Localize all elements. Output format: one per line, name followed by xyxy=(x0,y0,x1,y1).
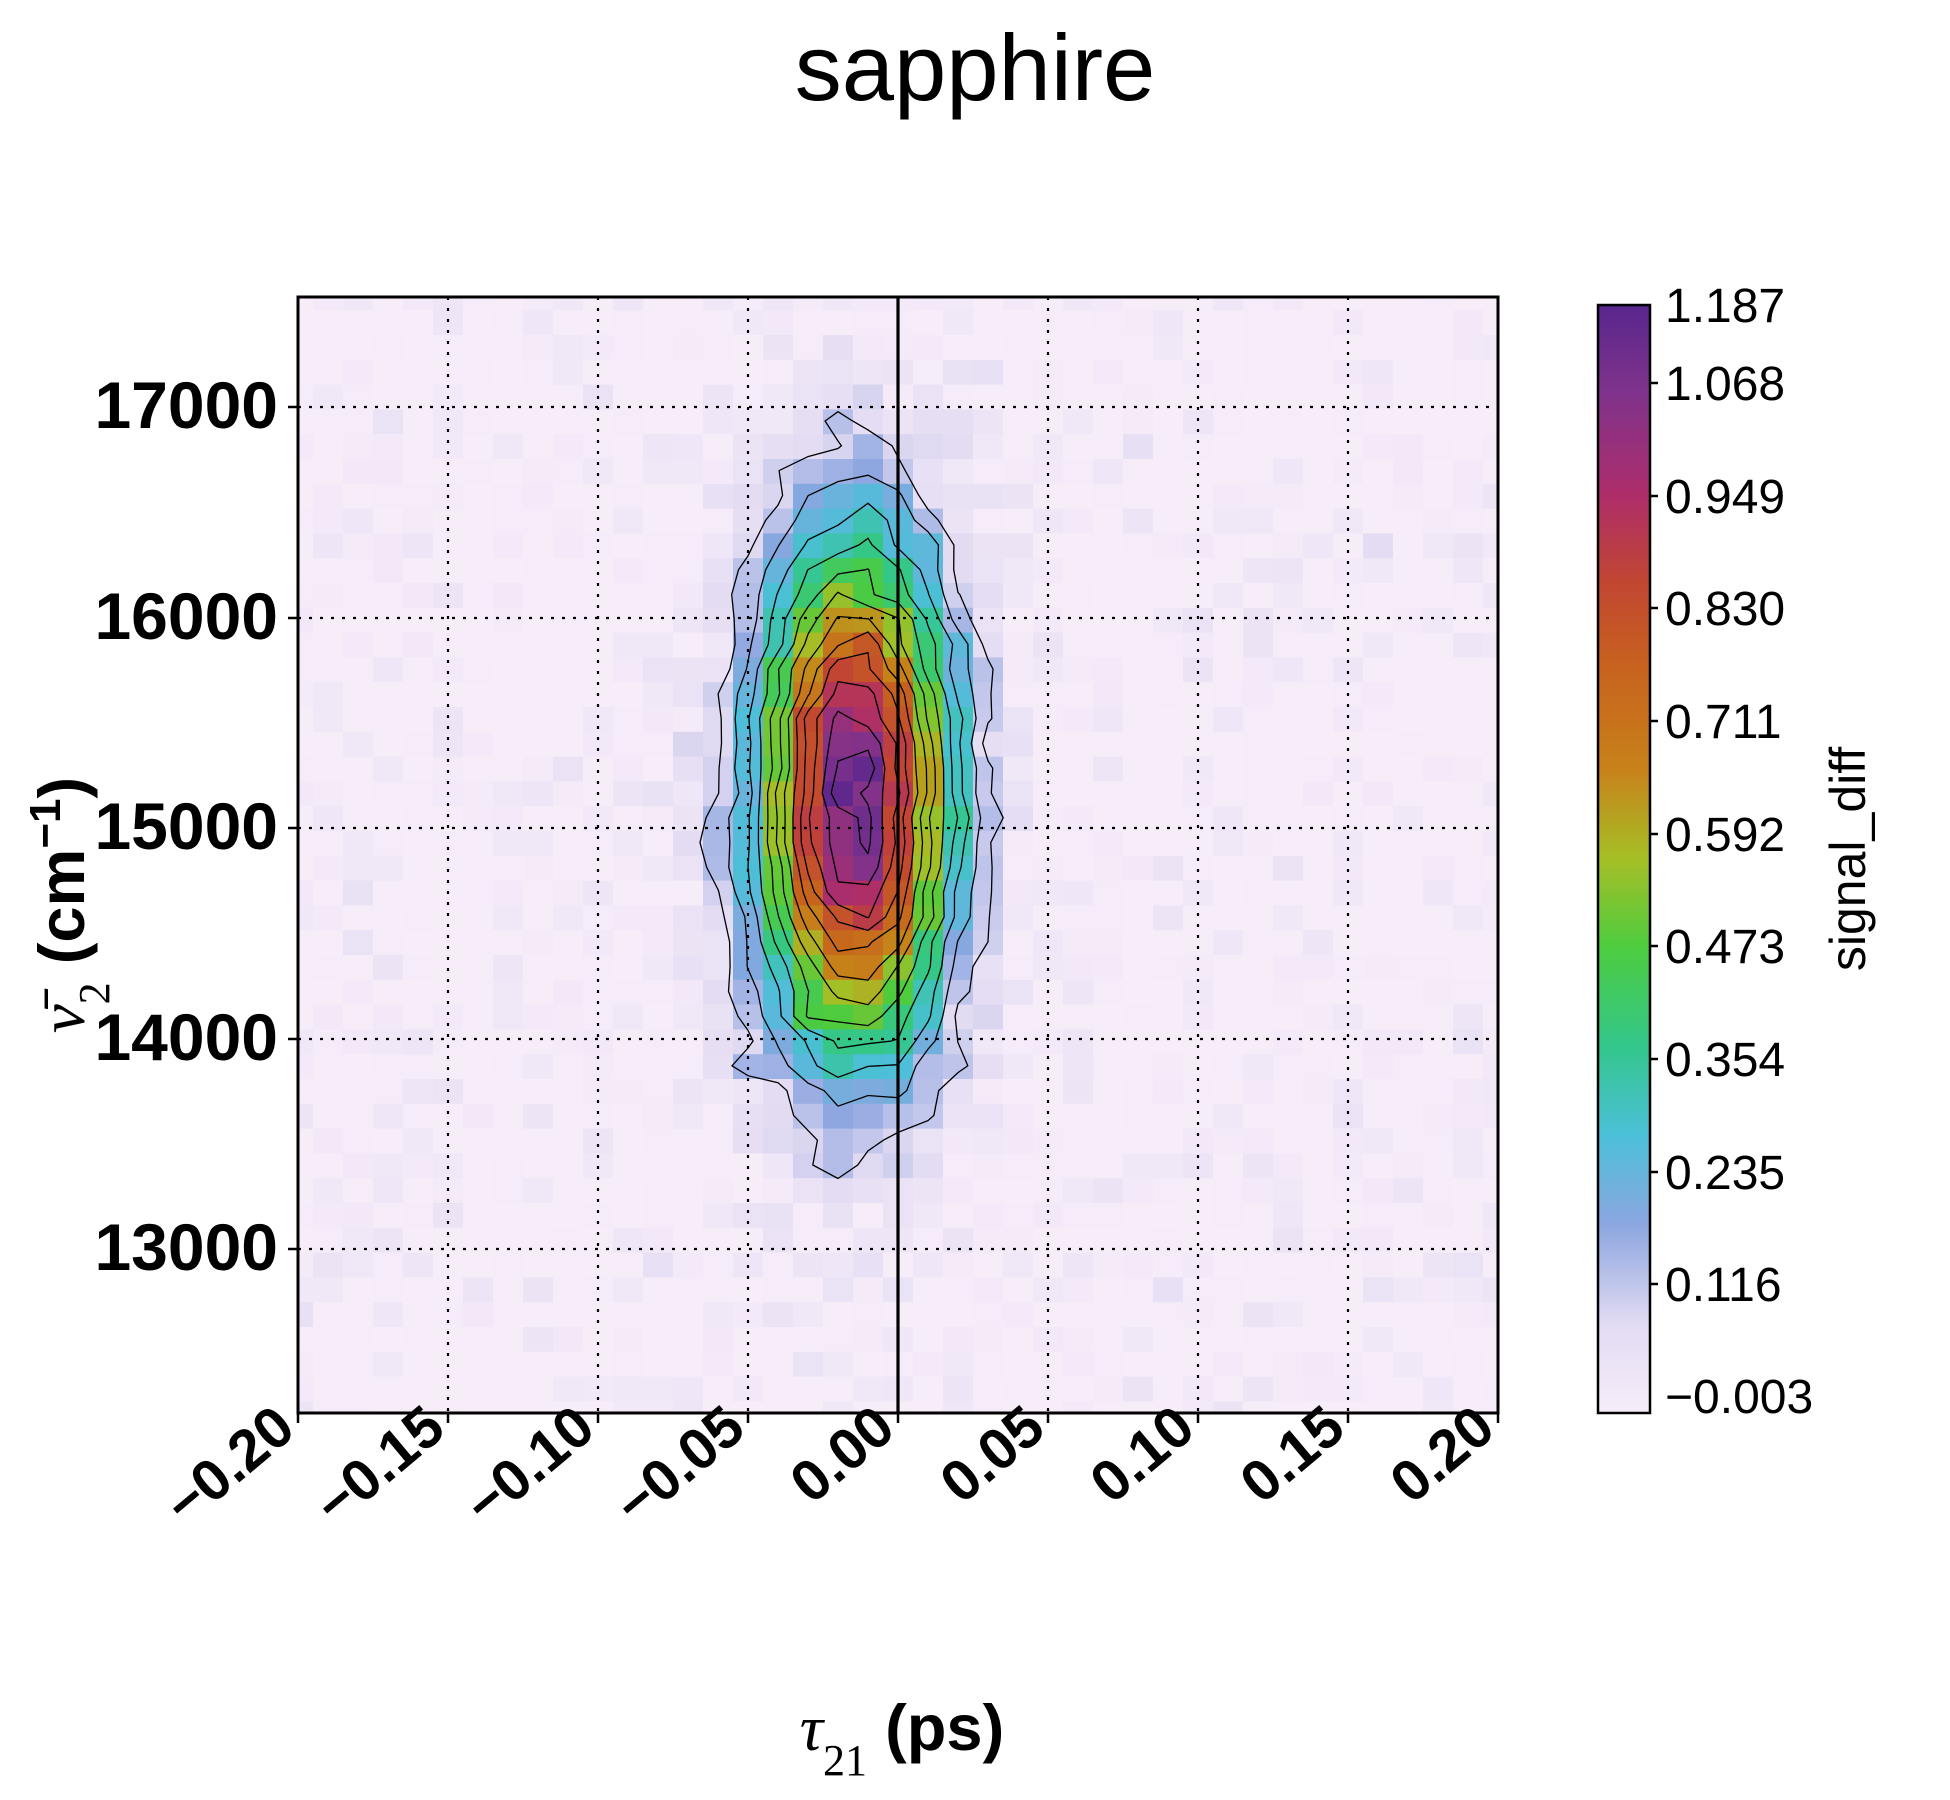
svg-text:0.116: 0.116 xyxy=(1665,1259,1782,1312)
svg-text:16000: 16000 xyxy=(94,579,278,653)
svg-text:13000: 13000 xyxy=(94,1210,278,1284)
svg-text:1.187: 1.187 xyxy=(1665,280,1785,333)
svg-text:14000: 14000 xyxy=(94,1000,278,1074)
svg-text:−0.15: −0.15 xyxy=(302,1393,456,1537)
svg-text:−0.20: −0.20 xyxy=(152,1393,306,1537)
svg-text:0.473: 0.473 xyxy=(1665,921,1785,974)
svg-text:0.830: 0.830 xyxy=(1665,583,1785,636)
svg-text:−0.05: −0.05 xyxy=(602,1393,756,1537)
svg-text:0.949: 0.949 xyxy=(1665,471,1785,524)
svg-text:0.235: 0.235 xyxy=(1665,1147,1785,1200)
svg-text:signal_diff: signal_diff xyxy=(1820,747,1876,971)
svg-text:−0.10: −0.10 xyxy=(452,1393,606,1537)
svg-text:0.592: 0.592 xyxy=(1665,809,1785,862)
svg-text:1.068: 1.068 xyxy=(1665,358,1785,411)
svg-text:17000: 17000 xyxy=(94,368,278,442)
svg-text:τ21 (ps): τ21 (ps) xyxy=(800,1691,1004,1785)
svg-text:15000: 15000 xyxy=(94,789,278,863)
svg-text:0.354: 0.354 xyxy=(1665,1034,1785,1087)
svg-text:−0.003: −0.003 xyxy=(1665,1371,1813,1424)
svg-text:0.711: 0.711 xyxy=(1665,696,1782,749)
